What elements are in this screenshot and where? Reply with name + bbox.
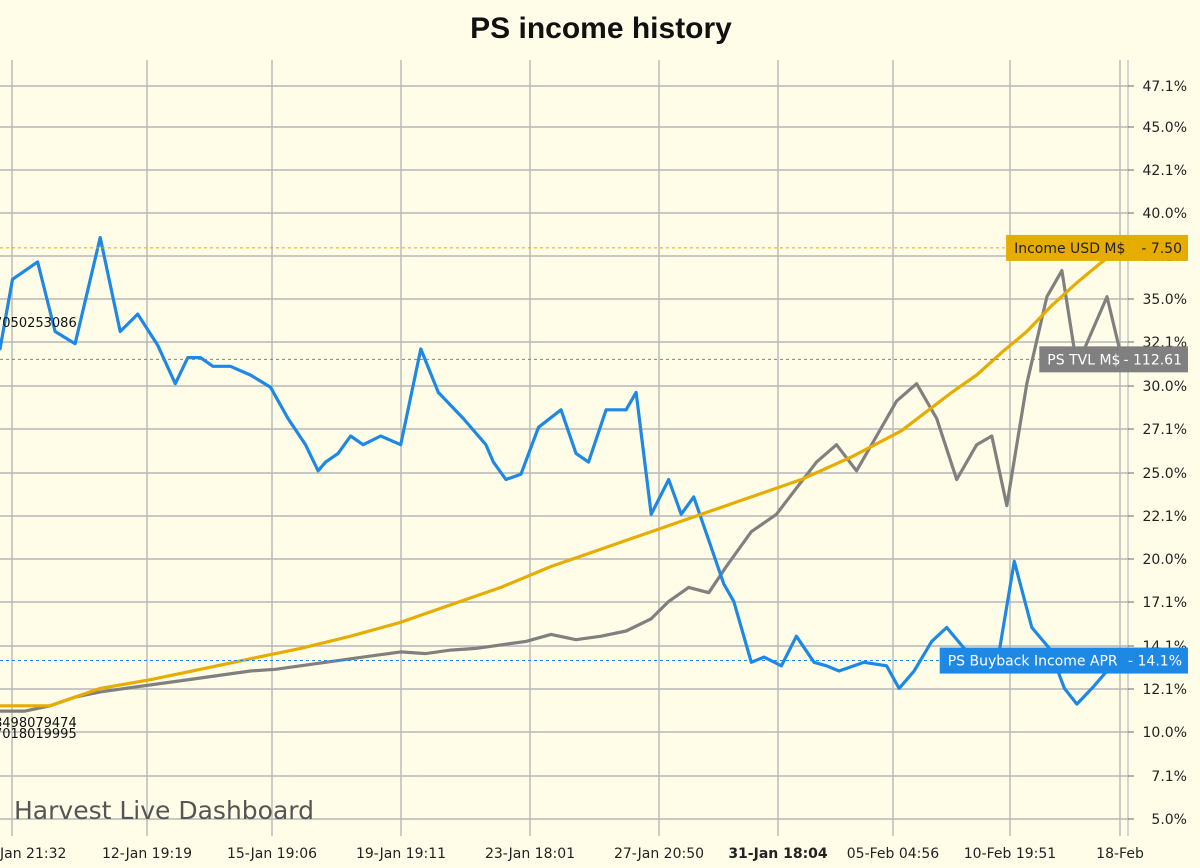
y-tick-label: 40.0% bbox=[1143, 206, 1187, 222]
y-tick-label: 27.1% bbox=[1143, 422, 1187, 438]
chart-title: PS income history bbox=[470, 12, 732, 45]
x-tick-label: 15-Jan 19:06 bbox=[227, 846, 317, 862]
y-tick-label: 20.0% bbox=[1143, 552, 1187, 568]
x-tick-label: 10-Feb 19:51 bbox=[964, 846, 1056, 862]
x-tick-label: 23-Jan 18:01 bbox=[485, 846, 575, 862]
start-annotation-buyback: 7050253086 bbox=[0, 316, 77, 331]
grid-layer bbox=[0, 60, 1134, 836]
label-layer: 47.1%45.0%42.1%40.0%37.1%35.0%32.1%30.0%… bbox=[0, 79, 1188, 862]
x-tick-label: 27-Jan 20:50 bbox=[614, 846, 704, 862]
series-tag-ps-buyback-income-apr bbox=[939, 647, 1128, 674]
y-tick-label: 25.0% bbox=[1143, 466, 1187, 482]
series-layer bbox=[0, 235, 1128, 713]
y-tick-label: 35.0% bbox=[1143, 292, 1187, 308]
x-tick-label: 31-Jan 18:04 bbox=[728, 846, 828, 862]
series-line-income-usd-m bbox=[0, 246, 1124, 708]
series-line-ps-buyback-income-apr bbox=[0, 235, 1124, 706]
y-tick-label: 12.1% bbox=[1143, 682, 1187, 698]
y-tick-label: 42.1% bbox=[1143, 163, 1187, 179]
x-tick-label: 12-Jan 19:19 bbox=[102, 846, 192, 862]
y-tick-label: 47.1% bbox=[1143, 79, 1187, 95]
y-tick-label: 10.0% bbox=[1143, 725, 1187, 741]
series-tag-ps-tvl-m bbox=[1039, 346, 1128, 373]
series-value-ps-tvl-m: - 112.61 bbox=[1124, 352, 1183, 368]
x-tick-label: 05-Feb 04:56 bbox=[847, 846, 940, 862]
y-tick-label: 30.0% bbox=[1143, 379, 1187, 395]
y-tick-label: 45.0% bbox=[1143, 120, 1187, 136]
x-tick-label: 19-Jan 19:11 bbox=[356, 846, 446, 862]
series-value-box-income-usd-m bbox=[1128, 234, 1188, 261]
start-annotation-income: 8498079474 bbox=[0, 716, 77, 731]
y-tick-label: 5.0% bbox=[1151, 812, 1187, 828]
x-tick-label: Jan 21:32 bbox=[0, 846, 66, 862]
series-tag-income-usd-m bbox=[1006, 234, 1128, 261]
y-tick-label: 22.1% bbox=[1143, 509, 1187, 525]
series-value-box-ps-buyback-income-apr bbox=[1128, 647, 1188, 674]
y-tick-label: 17.1% bbox=[1143, 595, 1187, 611]
series-tag-label-ps-buyback-income-apr: PS Buyback Income APR bbox=[948, 654, 1118, 670]
start-annotation-tvl: 7018019995 bbox=[0, 727, 77, 742]
series-line-ps-tvl-m bbox=[0, 269, 1124, 713]
series-value-ps-buyback-income-apr: - 14.1% bbox=[1128, 654, 1182, 670]
series-value-box-ps-tvl-m bbox=[1128, 346, 1188, 373]
x-tick-label: 18-Feb bbox=[1096, 846, 1144, 862]
series-tag-label-ps-tvl-m: PS TVL M$ bbox=[1047, 352, 1120, 368]
series-value-income-usd-m: - 7.50 bbox=[1141, 241, 1182, 257]
series-tag-label-income-usd-m: Income USD M$ bbox=[1014, 241, 1125, 257]
y-tick-label: 7.1% bbox=[1151, 769, 1187, 785]
watermark-text: Harvest Live Dashboard bbox=[14, 796, 314, 825]
